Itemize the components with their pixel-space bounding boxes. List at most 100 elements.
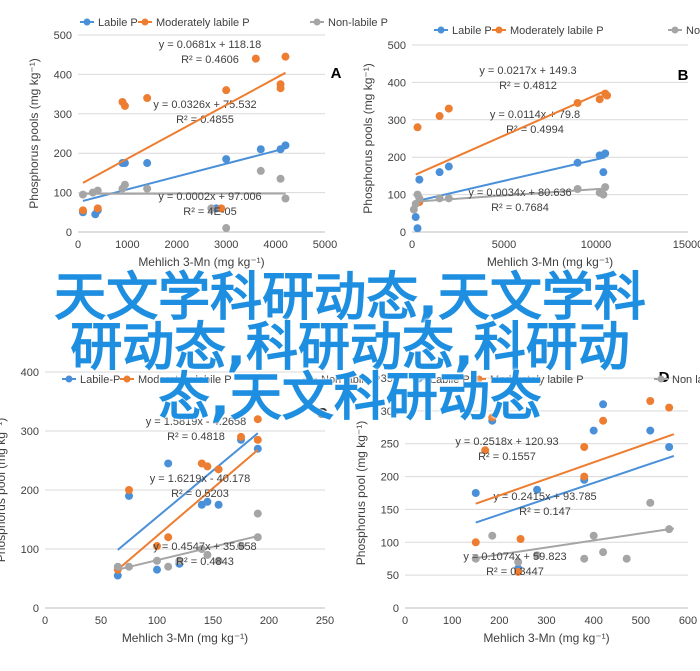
trend-equation: y = 0.2415x + 93.785 [493,491,596,503]
data-point-nonlabile [253,533,262,542]
y-tick-label: 200 [21,485,39,497]
y-tick-label: 200 [54,148,72,160]
data-point-moderately [471,538,480,547]
data-point-nonlabile [153,556,161,565]
trendline-moderately [475,433,675,505]
trend-equation: y = 0.0002x + 97.006 [158,191,261,203]
x-tick-label: 4000 [263,239,287,251]
x-tick-label: 0 [402,615,408,627]
trendline-moderately [117,449,259,571]
trend-equation: y = 0.0034x + 80.636 [468,187,571,199]
x-tick-label: 600 [679,615,697,627]
data-point-moderately [595,95,604,104]
trend-equation: y = 0.4547x + 35.558 [153,541,256,553]
y-tick-label: 100 [21,544,39,556]
x-tick-label: 1000 [115,239,139,251]
x-tick-label: 200 [490,615,508,627]
y-tick-label: 50 [387,570,399,582]
legend-entry: Non-labile P [686,25,700,37]
y-tick-label: 500 [54,30,72,42]
panel-label: C [317,405,328,422]
data-point-nonlabile [175,556,184,565]
x-axis-title: Mehlich 3-Mn (mg kg⁻¹) [138,255,264,269]
data-point-labile [444,162,453,171]
data-point-labile [413,224,422,233]
legend-entry: Moderately labile P [510,25,604,37]
data-point-moderately [164,533,173,542]
data-point-nonlabile [164,562,173,571]
data-point-labile [533,485,542,494]
x-tick-label: 0 [75,239,81,251]
data-point-moderately [281,52,290,61]
x-axis-title: Mehlich 3-Mn (mg kg⁻¹) [122,631,248,645]
data-point-moderately [217,204,226,213]
y-tick-label: 200 [388,152,406,164]
data-point-moderately [413,123,422,132]
data-point-labile [113,571,122,580]
x-tick-label: 300 [537,615,555,627]
trend-r-squared: R² = 0.1557 [478,451,536,463]
trend-equation: y = 0.1074x + 59.823 [463,551,566,563]
x-tick-label: 0 [42,615,48,627]
trend-equation: y = 1.6219x - 40.178 [150,473,251,485]
trend-equation: y = 0.2518x + 120.93 [455,436,558,448]
trendline-nonlabile [117,535,259,571]
trendline-labile [82,147,286,202]
data-point-nonlabile [237,542,245,551]
legend-swatch-marker [657,375,665,383]
data-point-nonlabile [415,194,424,203]
trend-equation: y = 0.0326x + 75.532 [153,99,256,111]
y-tick-label: 300 [388,115,406,127]
x-axis-title: Mehlich 3-Mn (mg kg⁻¹) [483,631,609,645]
data-point-moderately [125,486,133,494]
x-tick-label: 2000 [165,239,189,251]
legend-entry: Non labile P [321,374,380,386]
y-tick-label: 100 [388,190,406,202]
trend-r-squared: R² = 0.7684 [491,202,549,214]
data-point-moderately [573,98,582,107]
legend-entry: Labile P [430,374,470,386]
data-point-moderately [251,54,260,63]
legend-swatch-marker [141,18,149,26]
data-point-moderately [514,567,523,576]
trendline-labile [475,454,675,524]
trend-r-squared: R² = 0.4855 [176,114,234,126]
chart-panel-b: 0100200300400500050001000015000Mehlich 3… [361,25,700,269]
data-point-labile [599,168,608,177]
data-point-moderately [580,443,589,451]
x-tick-label: 15000 [673,239,700,251]
data-point-moderately [93,204,102,213]
data-point-nonlabile [276,174,285,183]
data-point-labile [222,155,231,164]
x-tick-label: 400 [584,615,602,627]
data-point-moderately [153,542,161,551]
legend-entry: Non labile P [672,374,700,386]
y-tick-label: 400 [21,367,39,379]
data-point-nonlabile [444,194,453,203]
panel-label: A [331,65,342,82]
x-tick-label: 250 [316,615,334,627]
trend-equation: y = 0.0217x + 149.3 [479,65,576,77]
y-tick-label: 100 [54,188,72,200]
data-point-nonlabile [78,190,87,199]
trend-r-squared: R² = 0.4606 [181,54,239,66]
x-tick-label: 3000 [214,239,238,251]
legend-swatch-marker [83,18,91,26]
legend-entry: Labile P [452,25,492,37]
data-point-labile [164,459,173,468]
x-tick-label: 50 [95,615,107,627]
trend-equation: y = 1.5819x - 4.2658 [146,416,247,428]
data-point-labile [573,158,582,167]
data-point-nonlabile [646,498,655,507]
x-tick-label: 200 [260,615,278,627]
data-point-labile [471,489,480,497]
data-point-nonlabile [281,194,290,203]
y-axis-title: Phosphorus pool (mg kg⁻¹) [0,418,8,562]
legend-swatch-marker [437,26,445,34]
x-tick-label: 5000 [492,239,516,251]
trend-r-squared: R² = 0.4818 [167,431,225,443]
trend-r-squared: R² = 0.5203 [171,488,229,500]
trend-r-squared: R² = 0.4812 [499,80,557,92]
y-tick-label: 300 [21,426,39,438]
